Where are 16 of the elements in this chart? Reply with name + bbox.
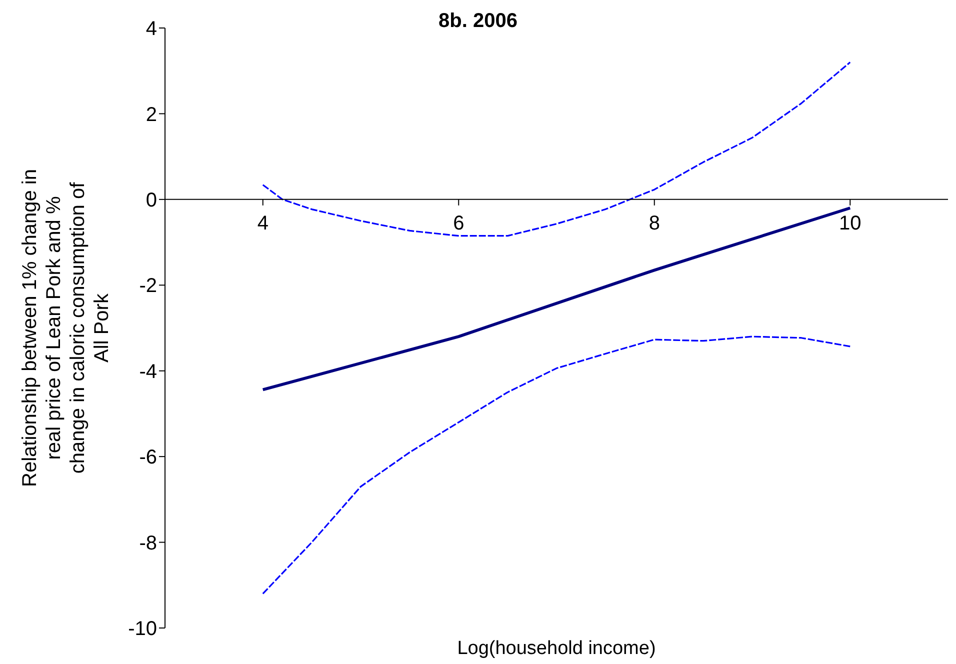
x-tick-label: 4 bbox=[257, 212, 268, 234]
y-tick-label: -10 bbox=[128, 618, 157, 640]
y-tick-label: 2 bbox=[146, 104, 157, 126]
y-tick-label: 0 bbox=[146, 190, 157, 212]
y-axis-title: Relationship between 1% change in real price of Lean Pork and % change in caloric consumption of All Pork bbox=[19, 169, 113, 487]
y-tick-label: -2 bbox=[139, 275, 157, 298]
line-series bbox=[262, 336, 851, 595]
y-tick-label: -8 bbox=[139, 532, 157, 554]
x-axis-title: Log(household income) bbox=[457, 638, 656, 659]
x-tick-label: 10 bbox=[839, 212, 862, 234]
chart-title: 8b. 2006 bbox=[438, 10, 518, 33]
x-tick-label: 8 bbox=[648, 212, 660, 234]
y-tick-label: -4 bbox=[139, 360, 157, 383]
y-tick-label: -6 bbox=[139, 446, 157, 469]
x-tick-label: 6 bbox=[453, 212, 464, 234]
y-tick-label: 4 bbox=[146, 18, 157, 40]
